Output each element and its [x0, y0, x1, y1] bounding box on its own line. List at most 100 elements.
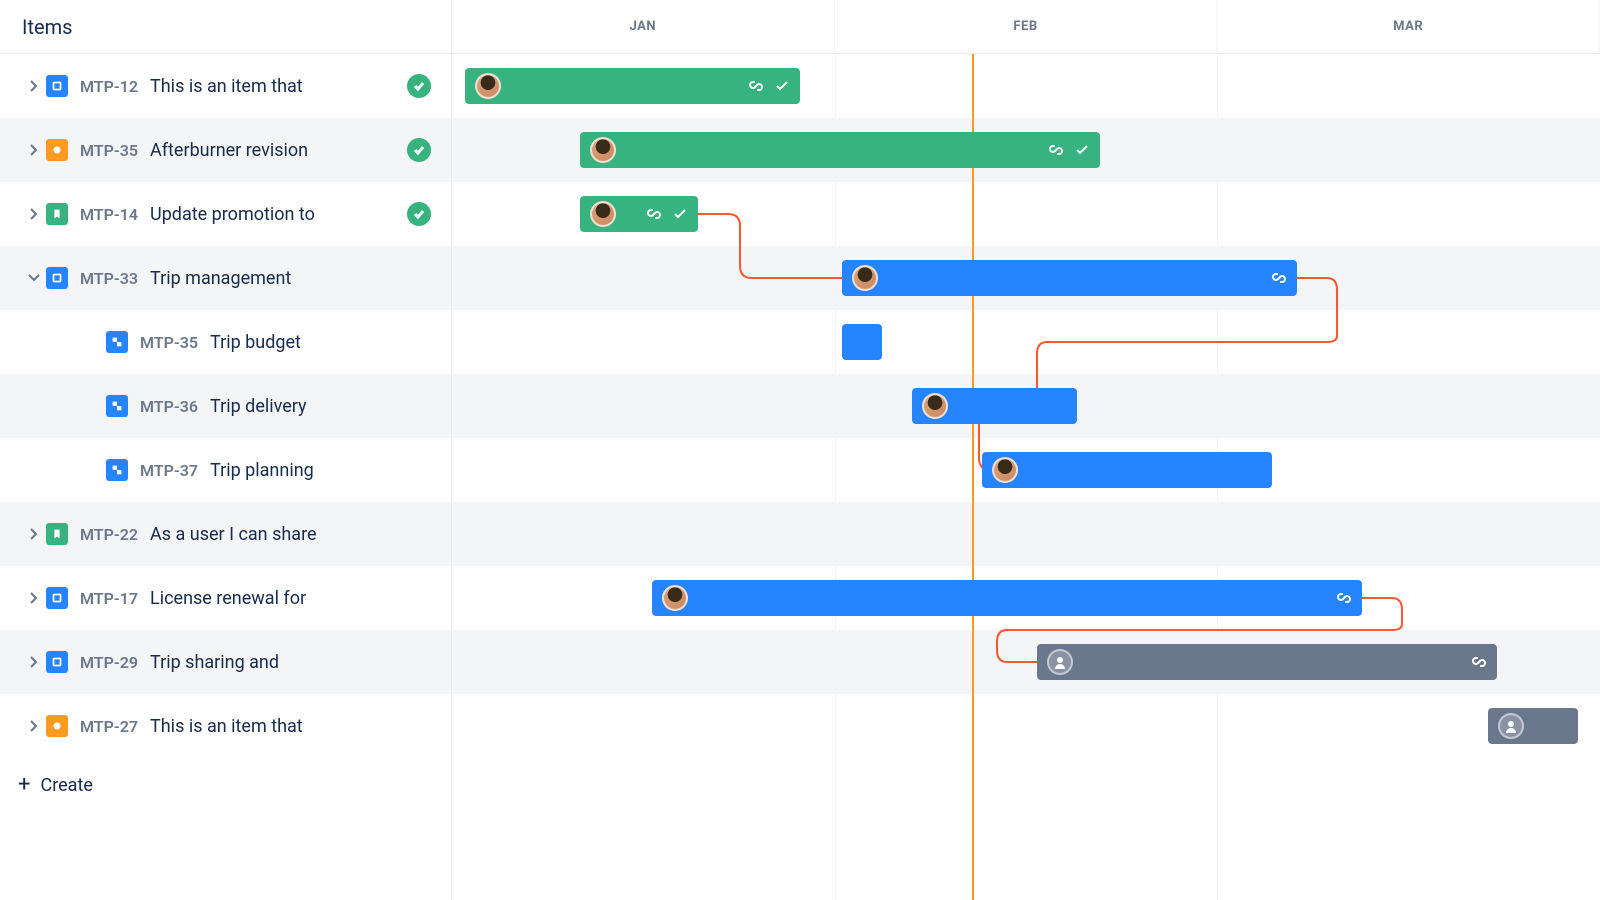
item-key: MTP-35: [80, 141, 138, 160]
item-key: MTP-36: [140, 397, 198, 416]
link-icon: [1271, 270, 1287, 286]
timeline-panel: JANFEBMAR: [452, 0, 1600, 900]
gantt-bar[interactable]: [465, 68, 800, 104]
item-title: Trip sharing and: [150, 652, 279, 673]
item-key: MTP-12: [80, 77, 138, 96]
bar-icons: [646, 206, 688, 222]
month-header: MAR: [1217, 0, 1600, 54]
avatar: [590, 137, 616, 163]
avatar: [852, 265, 878, 291]
item-row[interactable]: MTP-37 Trip planning: [0, 438, 451, 502]
item-key: MTP-17: [80, 589, 138, 608]
item-row[interactable]: MTP-36 Trip delivery: [0, 374, 451, 438]
subtask-icon: [106, 459, 128, 481]
avatar: [992, 457, 1018, 483]
expand-caret[interactable]: [22, 528, 46, 540]
bar-icons: [748, 78, 790, 94]
task-icon: [46, 587, 68, 609]
create-label: Create: [40, 775, 92, 796]
month-divider: [835, 54, 836, 900]
expand-caret[interactable]: [22, 144, 46, 156]
item-row[interactable]: MTP-14 Update promotion to: [0, 182, 451, 246]
month-header: FEB: [835, 0, 1218, 54]
gantt-bar[interactable]: [912, 388, 1077, 424]
item-key: MTP-27: [80, 717, 138, 736]
today-line: [972, 54, 974, 900]
gantt-bar[interactable]: [1488, 708, 1578, 744]
avatar: [662, 585, 688, 611]
item-row[interactable]: MTP-35 Trip budget: [0, 310, 451, 374]
check-icon: [672, 206, 688, 222]
item-key: MTP-14: [80, 205, 138, 224]
item-title: License renewal for: [150, 588, 306, 609]
item-row[interactable]: MTP-35 Afterburner revision: [0, 118, 451, 182]
item-row[interactable]: MTP-17 License renewal for: [0, 566, 451, 630]
expand-caret[interactable]: [22, 592, 46, 604]
bar-icons: [1271, 270, 1287, 286]
item-title: As a user I can share: [150, 524, 317, 545]
item-title: Afterburner revision: [150, 140, 308, 161]
bug-icon: [46, 715, 68, 737]
bug-icon: [46, 139, 68, 161]
status-done-icon: [407, 138, 431, 162]
item-key: MTP-37: [140, 461, 198, 480]
item-title: Update promotion to: [150, 204, 315, 225]
item-row[interactable]: MTP-29 Trip sharing and: [0, 630, 451, 694]
check-icon: [774, 78, 790, 94]
bar-icons: [1336, 590, 1352, 606]
item-row[interactable]: MTP-27 This is an item that: [0, 694, 451, 758]
item-row[interactable]: MTP-22 As a user I can share: [0, 502, 451, 566]
item-title: Trip delivery: [210, 396, 307, 417]
gantt-bar[interactable]: [842, 324, 882, 360]
item-key: MTP-29: [80, 653, 138, 672]
gantt-bar[interactable]: [982, 452, 1272, 488]
gantt-bar[interactable]: [652, 580, 1362, 616]
link-icon: [1471, 654, 1487, 670]
item-title: Trip management: [150, 268, 291, 289]
task-icon: [46, 267, 68, 289]
link-icon: [1048, 142, 1064, 158]
avatar: [590, 201, 616, 227]
task-icon: [46, 75, 68, 97]
expand-caret[interactable]: [22, 208, 46, 220]
subtask-icon: [106, 331, 128, 353]
items-header-label: Items: [22, 15, 72, 39]
story-icon: [46, 523, 68, 545]
items-panel: Items MTP-12 This is an item that MTP-35 Af…: [0, 0, 452, 900]
status-done-icon: [407, 202, 431, 226]
item-row[interactable]: MTP-12 This is an item that: [0, 54, 451, 118]
item-title: This is an item that: [150, 76, 303, 97]
create-button[interactable]: + Create: [0, 758, 451, 812]
link-icon: [1336, 590, 1352, 606]
item-key: MTP-22: [80, 525, 138, 544]
items-header: Items: [0, 0, 451, 54]
bar-icons: [1471, 654, 1487, 670]
expand-caret[interactable]: [22, 80, 46, 92]
gantt-bar[interactable]: [580, 196, 698, 232]
expand-caret[interactable]: [22, 656, 46, 668]
bar-icons: [1048, 142, 1090, 158]
months-header: JANFEBMAR: [452, 0, 1600, 54]
timeline-body[interactable]: [452, 54, 1600, 900]
gantt-bar[interactable]: [580, 132, 1100, 168]
status-done-icon: [407, 74, 431, 98]
link-icon: [748, 78, 764, 94]
avatar-unassigned: [1047, 649, 1073, 675]
subtask-icon: [106, 395, 128, 417]
item-key: MTP-35: [140, 333, 198, 352]
item-row[interactable]: MTP-33 Trip management: [0, 246, 451, 310]
alt-row-bg: [452, 502, 1600, 566]
item-title: Trip planning: [210, 460, 314, 481]
expand-caret[interactable]: [22, 720, 46, 732]
expand-caret[interactable]: [22, 272, 46, 284]
avatar: [475, 73, 501, 99]
link-icon: [646, 206, 662, 222]
plus-icon: +: [18, 774, 30, 796]
item-title: Trip budget: [210, 332, 301, 353]
avatar-unassigned: [1498, 713, 1524, 739]
item-key: MTP-33: [80, 269, 138, 288]
item-title: This is an item that: [150, 716, 303, 737]
month-header: JAN: [452, 0, 835, 54]
gantt-bar[interactable]: [1037, 644, 1497, 680]
gantt-bar[interactable]: [842, 260, 1297, 296]
